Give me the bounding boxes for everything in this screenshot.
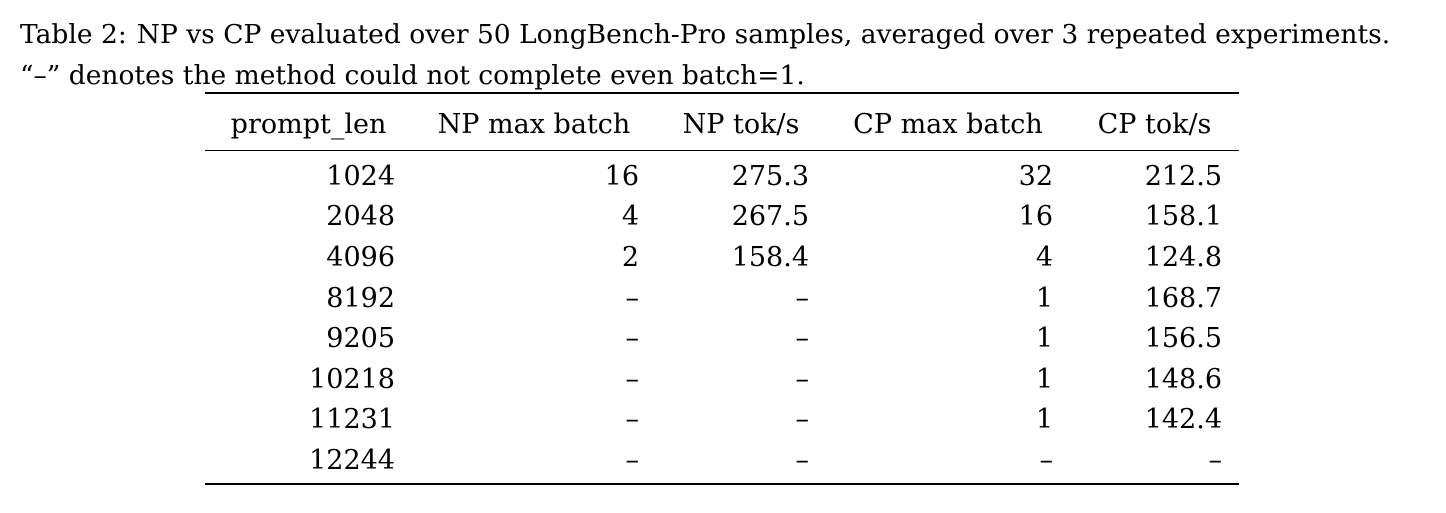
cell-np-tok-s: 275.3 <box>731 160 809 192</box>
cell-np-tok-s: – <box>795 282 810 314</box>
cell-cp-tok-s: 124.8 <box>1144 241 1222 273</box>
table-row: 2048 4 267.5 16 158.1 <box>205 197 1239 238</box>
table-header: prompt_len NP max batch NP tok/s CP max … <box>205 94 1239 152</box>
cell-cp-tok-s: 148.6 <box>1144 363 1222 395</box>
cell-np-max-batch: – <box>625 444 640 476</box>
table-row: 1024 16 275.3 32 212.5 <box>205 152 1239 197</box>
cell-prompt-len: 11231 <box>309 404 395 436</box>
header-rule <box>205 150 1239 151</box>
table-body: 1024 16 275.3 32 212.5 2048 4 267.5 16 158.1 4096 2… <box>205 152 1239 483</box>
cell-prompt-len: 2048 <box>326 201 395 233</box>
cell-cp-tok-s: 158.1 <box>1144 201 1222 233</box>
cell-cp-tok-s: 142.4 <box>1144 404 1222 436</box>
caption-line-2: “–” denotes the method could not complet… <box>20 60 805 91</box>
cell-cp-max-batch: 1 <box>1035 323 1053 355</box>
caption-line-1: Table 2: NP vs CP evaluated over 50 LongB… <box>20 14 1440 55</box>
column-header-np-max-batch: NP max batch <box>437 108 631 140</box>
caption-label: Table 2: <box>20 19 127 50</box>
top-rule <box>205 92 1239 94</box>
table-row: 9205 – – 1 156.5 <box>205 318 1239 359</box>
cell-np-tok-s: – <box>795 323 810 355</box>
cell-cp-max-batch: 1 <box>1035 282 1053 314</box>
cell-cp-max-batch: 4 <box>1035 241 1053 273</box>
cell-np-tok-s: 158.4 <box>731 241 809 273</box>
cell-np-tok-s: 267.5 <box>731 201 809 233</box>
table-row: 8192 – – 1 168.7 <box>205 278 1239 319</box>
cell-cp-tok-s: 212.5 <box>1144 160 1222 192</box>
cell-np-max-batch: 2 <box>621 241 639 273</box>
results-table-container: prompt_len NP max batch NP tok/s CP max … <box>205 92 1239 485</box>
column-header-cp-max-batch: CP max batch <box>853 108 1043 140</box>
cell-np-max-batch: – <box>625 282 640 314</box>
bottom-rule <box>205 482 1239 485</box>
table-row: 10218 – – 1 148.6 <box>205 359 1239 400</box>
table-row: 11231 – – 1 142.4 <box>205 400 1239 441</box>
cell-np-max-batch: – <box>625 363 640 395</box>
cell-prompt-len: 4096 <box>326 241 395 273</box>
caption-text: NP vs CP evaluated over 50 LongBench-Pro… <box>136 19 1391 50</box>
column-header-cp-tok-s: CP tok/s <box>1097 108 1212 140</box>
cell-cp-max-batch: 1 <box>1035 363 1053 395</box>
column-header-np-tok-s: NP tok/s <box>682 108 800 140</box>
cell-cp-tok-s: 156.5 <box>1144 323 1222 355</box>
cell-np-max-batch: – <box>625 404 640 436</box>
results-table: prompt_len NP max batch NP tok/s CP max … <box>205 94 1239 483</box>
cell-prompt-len: 10218 <box>309 363 395 395</box>
cell-prompt-len: 9205 <box>326 323 395 355</box>
cell-cp-tok-s: 168.7 <box>1144 282 1222 314</box>
table-row: 4096 2 158.4 4 124.8 <box>205 237 1239 278</box>
cell-cp-max-batch: 32 <box>1018 160 1053 192</box>
cell-prompt-len: 12244 <box>309 444 395 476</box>
column-header-prompt-len: prompt_len <box>230 108 387 140</box>
table-caption: Table 2: NP vs CP evaluated over 50 LongB… <box>20 14 1440 96</box>
cell-np-max-batch: 4 <box>621 201 639 233</box>
cell-cp-tok-s: – <box>1208 444 1223 476</box>
cell-cp-max-batch: – <box>1039 444 1054 476</box>
header-row: prompt_len NP max batch NP tok/s CP max … <box>205 94 1239 152</box>
cell-cp-max-batch: 16 <box>1018 201 1053 233</box>
cell-np-tok-s: – <box>795 404 810 436</box>
cell-prompt-len: 1024 <box>326 160 395 192</box>
cell-np-tok-s: – <box>795 444 810 476</box>
cell-cp-max-batch: 1 <box>1035 404 1053 436</box>
cell-np-tok-s: – <box>795 363 810 395</box>
table-row: 12244 – – – – <box>205 440 1239 483</box>
cell-np-max-batch: 16 <box>604 160 639 192</box>
cell-prompt-len: 8192 <box>326 282 395 314</box>
cell-np-max-batch: – <box>625 323 640 355</box>
